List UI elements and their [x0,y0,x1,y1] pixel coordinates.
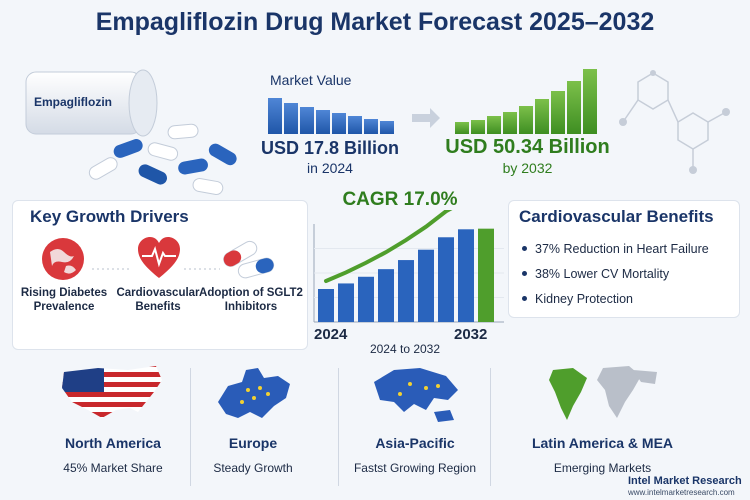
value-2032: USD 50.34 Billion [445,136,610,158]
region-asia-pacific: Asia-Pacific Fastst Growing Region [340,362,490,475]
region-name: Asia-Pacific [375,435,455,451]
region-latin-america-mea: Latin America & MEA Emerging Markets [520,362,685,475]
chart-bar-2027 [378,269,394,322]
region-sub: Emerging Markets [553,461,652,475]
chart-bar-2024 [318,288,334,322]
chart-bar-2031 [458,229,474,322]
connector-dots [92,258,222,270]
heart-icon [136,236,182,285]
region-sub: Fastst Growing Region [353,461,477,475]
capsule-icon [218,236,278,287]
chart-bar-2028 [398,260,414,322]
region-name: North America [65,435,161,451]
forecast-chart [313,210,504,323]
region-name: Europe [228,435,278,451]
divider [490,368,491,486]
chart-bar-2030 [438,237,454,322]
usa-flag-map-icon [62,366,162,418]
region-europe: Europe Steady Growth [178,362,328,475]
benefit-item: Kidney Protection [522,286,709,311]
chart-bar-2032 [478,228,494,322]
asia-pacific-map-icon [374,368,458,422]
chart-bar-2025 [338,283,354,322]
bottle-label: Empagliflozin [34,95,112,109]
chart-bar-2026 [358,276,374,322]
driver-sglt2-adoption: Adoption of SGLT2 Inhibitors [199,287,303,313]
chart-end-label: 2032 [454,326,488,343]
brand-name: Intel Market Research [628,475,742,487]
divider [190,368,191,486]
market-value-label: Market Value [270,72,352,88]
driver-rising-diabetes: Rising Diabetes Prevalence [20,287,108,313]
bars-2032 [455,68,605,134]
pill-bottle-illustration [18,50,248,200]
year-2032: by 2032 [502,160,553,176]
region-name: Latin America & MEA [531,435,674,451]
growth-trend-arrow [324,210,453,283]
chart-bar-2029 [418,249,434,322]
bars-2024 [268,96,408,134]
arrow-right-icon [410,106,442,135]
chart-start-label: 2024 [314,326,348,343]
cardio-panel [508,200,740,318]
latin-america-mea-map-icon [548,366,657,420]
value-2024: USD 17.8 Billion [260,138,400,158]
chart-xlabel: 2024 to 2032 [369,342,441,356]
brand-url: www.intelmarketresearch.com [628,488,735,497]
benefit-item: 37% Reduction in Heart Failure [522,236,709,261]
year-2024: in 2024 [307,160,353,176]
benefit-item: 38% Lower CV Mortality [522,261,709,286]
region-sub: 45% Market Share [63,461,163,475]
growth-drivers-title: Key Growth Drivers [30,207,189,226]
globe-icon [40,236,86,287]
cardio-title: Cardiovascular Benefits [519,207,714,226]
cardio-list: 37% Reduction in Heart Failure 38% Lower… [522,236,709,311]
cagr-label: CAGR 17.0% [342,189,458,210]
region-sub: Steady Growth [213,461,293,475]
divider [338,368,339,486]
region-north-america: North America 45% Market Share [38,362,188,475]
page-title: Empagliflozin Drug Market Forecast 2025–… [95,8,655,36]
europe-map-icon [218,368,290,418]
molecule-icon [598,52,738,182]
driver-cardiovascular: Cardiovascular Benefits [116,287,200,313]
